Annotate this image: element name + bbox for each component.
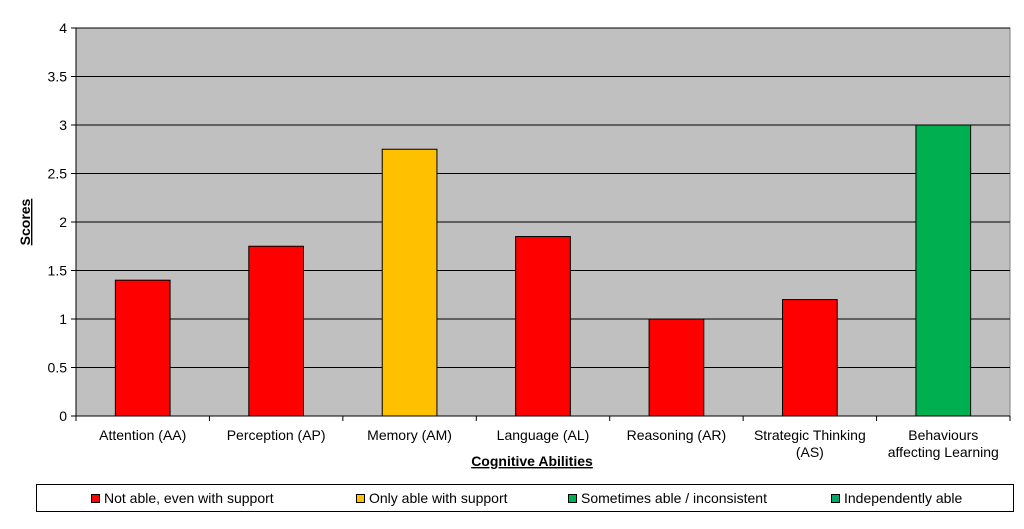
x-tick-label: Perception (AP) xyxy=(227,427,326,443)
y-tick-label: 2 xyxy=(59,214,67,230)
bar xyxy=(114,279,171,417)
y-tick-label: 1.5 xyxy=(48,263,68,279)
axes xyxy=(71,27,1011,421)
bar xyxy=(381,148,438,417)
y-tick-labels: 0 0.5 1 1.5 2 2.5 3 3.5 4 xyxy=(48,20,68,424)
x-axis-title: Cognitive Abilities xyxy=(471,453,593,469)
y-tick-label: 3.5 xyxy=(48,69,68,85)
legend-item: Sometimes able / inconsistent xyxy=(568,490,767,506)
legend-label: Not able, even with support xyxy=(104,490,274,506)
legend-swatch xyxy=(568,493,577,503)
bar xyxy=(782,299,838,417)
y-tick-label: 2.5 xyxy=(48,166,68,182)
legend-item: Independently able xyxy=(831,490,962,506)
bar xyxy=(248,245,304,417)
bar xyxy=(648,318,705,417)
legend-label: Independently able xyxy=(844,490,963,506)
x-tick-label: (AS) xyxy=(796,444,824,460)
bar-chart: 0 0.5 1 1.5 2 2.5 3 3.5 4 Attention (AA) Percepti… xyxy=(17,20,1011,469)
gridlines xyxy=(76,27,1010,368)
x-tick-label: affecting Learning xyxy=(888,444,999,460)
y-tick-label: 3 xyxy=(59,117,67,133)
x-tick-label: Reasoning (AR) xyxy=(627,427,727,443)
bar xyxy=(915,124,972,417)
legend: Not able, even with support Only able wit… xyxy=(36,484,1014,512)
legend-item: Only able with support xyxy=(356,490,508,506)
x-tick-label: Strategic Thinking xyxy=(754,427,866,443)
y-tick-label: 0 xyxy=(59,408,67,424)
y-tick-label: 0.5 xyxy=(48,360,68,376)
x-tick-label: Language (AL) xyxy=(497,427,590,443)
y-axis-title: Scores xyxy=(17,198,33,245)
bar xyxy=(515,236,571,417)
legend-label: Only able with support xyxy=(369,490,508,506)
y-tick-label: 1 xyxy=(59,311,67,327)
y-tick-label: 4 xyxy=(59,20,67,36)
legend-label: Sometimes able / inconsistent xyxy=(581,490,767,506)
legend-swatch xyxy=(356,493,365,503)
x-tick-label: Attention (AA) xyxy=(99,427,186,443)
legend-swatch xyxy=(91,493,100,503)
legend-swatch xyxy=(831,493,840,503)
x-category-labels: Attention (AA) Perception (AP) Memory (AM)… xyxy=(99,427,999,460)
legend-item: Not able, even with support xyxy=(91,490,274,506)
x-tick-label: Memory (AM) xyxy=(367,427,452,443)
bars xyxy=(114,124,972,417)
x-tick-label: Behaviours xyxy=(908,427,978,443)
